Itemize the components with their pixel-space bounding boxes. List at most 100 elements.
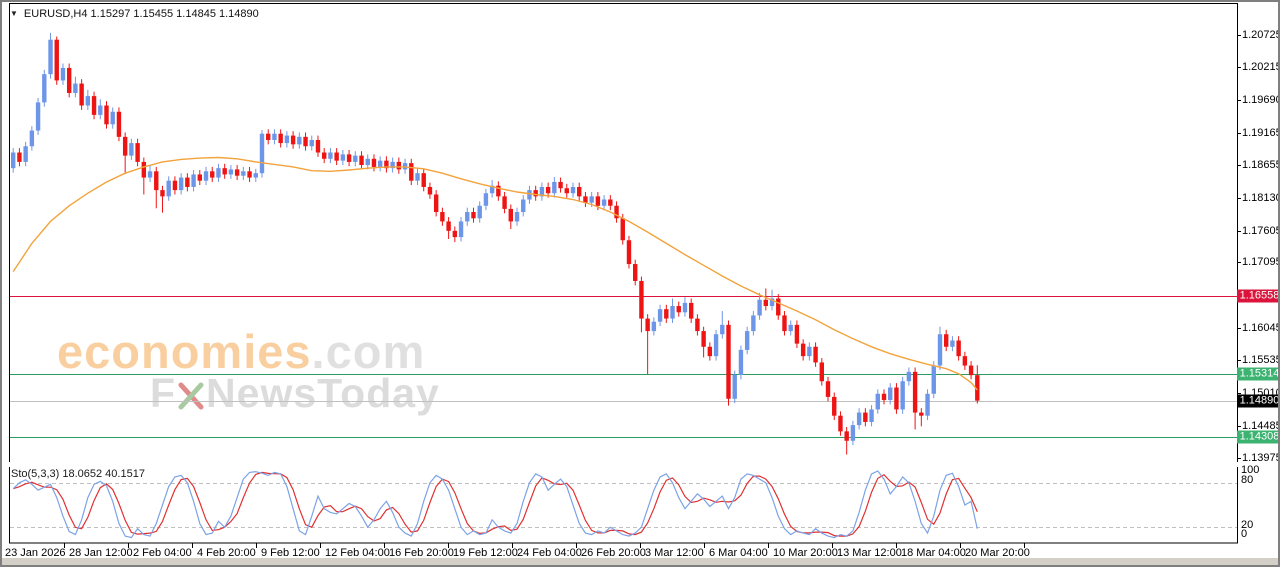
candle-body bbox=[228, 169, 234, 175]
stoch-d-line bbox=[13, 471, 978, 537]
watermark-tagline-f: F bbox=[150, 370, 177, 416]
candle-body bbox=[178, 177, 184, 191]
candle-body bbox=[782, 315, 787, 332]
candle-body bbox=[278, 133, 283, 144]
candle-body bbox=[421, 173, 426, 187]
candle-body bbox=[489, 185, 495, 194]
candle-body bbox=[620, 218, 625, 241]
candle-body bbox=[962, 356, 968, 366]
candle-body bbox=[521, 199, 526, 213]
candle-body bbox=[552, 181, 557, 194]
candle-body bbox=[104, 105, 109, 125]
candle-body bbox=[788, 324, 793, 332]
moving-average-layer bbox=[12, 156, 978, 391]
stochastic-layer bbox=[10, 470, 1237, 539]
candle-body bbox=[91, 96, 97, 115]
candle-body bbox=[359, 155, 364, 166]
candle-body bbox=[751, 315, 756, 332]
candle-body bbox=[944, 334, 949, 347]
candle-body bbox=[166, 180, 171, 197]
candle-body bbox=[670, 306, 675, 319]
candle-body bbox=[365, 158, 370, 166]
candle-body bbox=[869, 409, 874, 422]
candle-body bbox=[676, 306, 681, 313]
candle-body bbox=[346, 154, 352, 162]
horizontal-lines-layer bbox=[10, 296, 1237, 438]
candle-body bbox=[79, 83, 84, 106]
panel-separator[interactable] bbox=[2, 462, 1238, 467]
candle-body bbox=[458, 221, 464, 238]
candle-body bbox=[141, 161, 147, 178]
candle-body bbox=[875, 393, 880, 410]
candle-body bbox=[11, 152, 16, 169]
candle-body bbox=[850, 425, 856, 441]
candle-body bbox=[222, 168, 227, 175]
candle-body bbox=[66, 67, 72, 93]
watermark-economies: economies.com bbox=[57, 324, 425, 379]
candle-body bbox=[950, 340, 955, 347]
candle-body bbox=[446, 221, 451, 231]
candle-body bbox=[527, 190, 532, 200]
candle-body bbox=[856, 412, 862, 426]
candle-body bbox=[203, 171, 209, 181]
candle-body bbox=[825, 381, 831, 397]
candle-body bbox=[794, 324, 800, 344]
candle-body bbox=[122, 136, 128, 156]
candle-body bbox=[303, 136, 308, 147]
candle-body bbox=[328, 152, 333, 159]
candle-body bbox=[688, 302, 694, 319]
candle-body bbox=[701, 331, 706, 347]
candle-body bbox=[185, 177, 190, 187]
candle-body bbox=[253, 173, 258, 178]
window-bottom-edge bbox=[2, 558, 1278, 565]
candle-body bbox=[838, 415, 843, 432]
candle-body bbox=[645, 318, 650, 332]
candle-body bbox=[259, 133, 265, 174]
candle-body bbox=[210, 171, 215, 178]
candle-body bbox=[452, 230, 458, 238]
candle-body bbox=[216, 168, 221, 178]
candle-body bbox=[172, 180, 178, 191]
candle-body bbox=[682, 302, 688, 313]
candle-body bbox=[234, 169, 240, 176]
candle-body bbox=[241, 171, 246, 176]
candle-body bbox=[906, 371, 912, 382]
candle-body bbox=[147, 171, 153, 178]
candle-body bbox=[17, 152, 22, 162]
watermark-brand: economies bbox=[57, 325, 312, 378]
candle-body bbox=[440, 212, 445, 222]
candle-body bbox=[247, 171, 252, 178]
candle-body bbox=[465, 212, 470, 222]
candle-body bbox=[384, 160, 389, 169]
candle-body bbox=[633, 264, 638, 281]
candle-body bbox=[471, 212, 476, 219]
candle-body bbox=[937, 334, 943, 366]
candle-body bbox=[657, 309, 663, 322]
candle-body bbox=[322, 152, 327, 159]
candle-body bbox=[695, 318, 700, 332]
candle-body bbox=[272, 133, 277, 140]
candle-body bbox=[539, 186, 545, 197]
candle-body bbox=[197, 174, 202, 181]
candle-body bbox=[956, 340, 961, 357]
candle-body bbox=[48, 39, 53, 75]
candle-body bbox=[477, 205, 482, 219]
candle-body bbox=[589, 196, 594, 203]
candle-body bbox=[508, 208, 513, 222]
ma-line bbox=[12, 156, 978, 391]
candle-body bbox=[813, 346, 818, 363]
candle-body bbox=[129, 143, 134, 156]
candle-body bbox=[888, 387, 893, 401]
candle-body bbox=[639, 280, 644, 319]
candle-body bbox=[919, 412, 924, 416]
candle-body bbox=[732, 374, 737, 399]
candle-body bbox=[651, 321, 657, 332]
candle-body bbox=[533, 190, 538, 197]
candle-body bbox=[266, 133, 271, 140]
candle-body bbox=[601, 199, 607, 206]
candle-body bbox=[514, 212, 520, 222]
candle-body bbox=[545, 186, 551, 194]
candle-body bbox=[626, 240, 632, 265]
watermark-brand-suffix: .com bbox=[311, 325, 426, 378]
